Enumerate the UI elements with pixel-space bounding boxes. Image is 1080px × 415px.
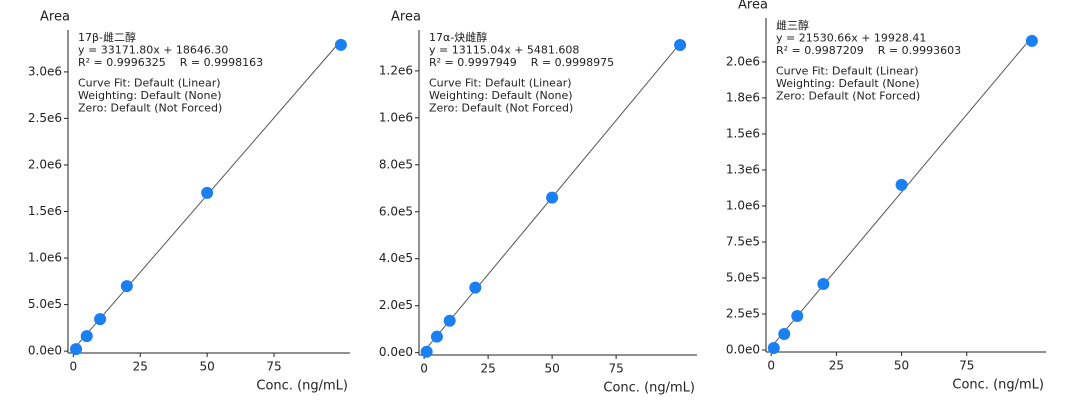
x-tick-label: 75 (608, 362, 623, 376)
y-tick-label: 6.0e5 (379, 204, 413, 218)
annotation: Curve Fit: Default (Linear) (429, 77, 572, 90)
fit-line (770, 36, 1033, 348)
annotation: Weighting: Default (None) (429, 89, 573, 102)
data-point (895, 178, 908, 191)
annotation: y = 33171.80x + 18646.30 (78, 44, 228, 57)
y-tick-label: 4.0e5 (379, 251, 413, 265)
y-tick-label: 1.5e6 (726, 126, 760, 140)
data-point (443, 314, 456, 327)
data-point (201, 186, 214, 199)
x-tick-label: 50 (199, 360, 214, 374)
annotation: Zero: Default (Not Forced) (78, 102, 222, 115)
x-tick-label: 25 (480, 362, 495, 376)
annotation: Zero: Default (Not Forced) (429, 102, 573, 115)
y-tick-label: 5.0e5 (28, 297, 62, 311)
x-tick-label: 25 (829, 359, 844, 373)
x-axis-title: Conc. (ng/mL) (256, 379, 348, 394)
x-tick-label: 75 (959, 359, 974, 373)
data-point (546, 191, 559, 204)
data-point (420, 345, 433, 358)
y-tick-label: 1.0e6 (379, 110, 413, 124)
y-tick-label: 8.0e5 (379, 157, 413, 171)
y-tick-label: 7.5e5 (726, 234, 760, 248)
y-tick-label: 2.0e6 (726, 54, 760, 68)
y-tick-label: 1.5e6 (28, 204, 62, 218)
y-axis-title: Area (391, 10, 421, 25)
y-tick-label: 3.0e6 (28, 64, 62, 78)
annotation: y = 21530.66x + 19928.41 (776, 32, 926, 45)
y-tick-label: 1.0e6 (726, 198, 760, 212)
annotation: R² = 0.9997949 R = 0.9998975 (429, 56, 614, 69)
annotation: 17β-雌二醇 (78, 30, 136, 44)
x-tick-label: 25 (133, 360, 148, 374)
data-point (334, 38, 347, 51)
data-point (674, 39, 687, 52)
annotation: R² = 0.9987209 R = 0.9993603 (776, 44, 961, 57)
annotation: R² = 0.9996325 R = 0.9998163 (78, 56, 263, 69)
x-tick-label: 0 (420, 362, 428, 376)
y-tick-label: 5.0e5 (726, 270, 760, 284)
y-tick-label: 1.0e6 (28, 251, 62, 265)
y-tick-label: 1.2e6 (379, 63, 413, 77)
data-point (430, 330, 443, 343)
data-point (94, 313, 107, 326)
annotation: 17α-炔雌醇 (429, 30, 487, 44)
annotation: Weighting: Default (None) (78, 89, 222, 102)
annotation: Curve Fit: Default (Linear) (776, 65, 919, 78)
y-tick-label: 2.5e5 (726, 306, 760, 320)
data-point (778, 327, 791, 340)
data-point (791, 309, 804, 322)
annotation: Curve Fit: Default (Linear) (78, 77, 221, 90)
data-point (817, 278, 830, 291)
y-axis-title: Area (738, 0, 768, 13)
x-tick-label: 50 (544, 362, 559, 376)
y-tick-label: 0.0e0 (726, 342, 760, 356)
y-tick-label: 0.0e0 (379, 345, 413, 359)
annotation: Weighting: Default (None) (776, 77, 920, 90)
y-tick-label: 1.3e6 (726, 162, 760, 176)
data-point (70, 343, 83, 356)
x-tick-label: 0 (70, 360, 78, 374)
annotation: Zero: Default (Not Forced) (776, 90, 920, 103)
data-point (767, 341, 780, 354)
annotation: 雌三醇 (776, 18, 809, 32)
y-tick-label: 2.0e5 (379, 298, 413, 312)
x-tick-label: 0 (767, 359, 775, 373)
data-point (80, 330, 93, 343)
y-tick-label: 2.5e6 (28, 111, 62, 125)
data-point (469, 281, 482, 294)
data-point (1025, 34, 1038, 47)
x-tick-label: 75 (266, 360, 281, 374)
x-tick-label: 50 (894, 359, 909, 373)
y-tick-label: 2.0e6 (28, 157, 62, 171)
annotation: y = 13115.04x + 5481.608 (429, 44, 579, 57)
x-axis-title: Conc. (ng/mL) (603, 381, 695, 396)
y-axis-title: Area (40, 10, 70, 25)
x-axis-title: Conc. (ng/mL) (952, 378, 1044, 393)
data-point (120, 280, 133, 293)
y-tick-label: 0.0e0 (28, 344, 62, 358)
y-tick-label: 1.8e6 (726, 90, 760, 104)
